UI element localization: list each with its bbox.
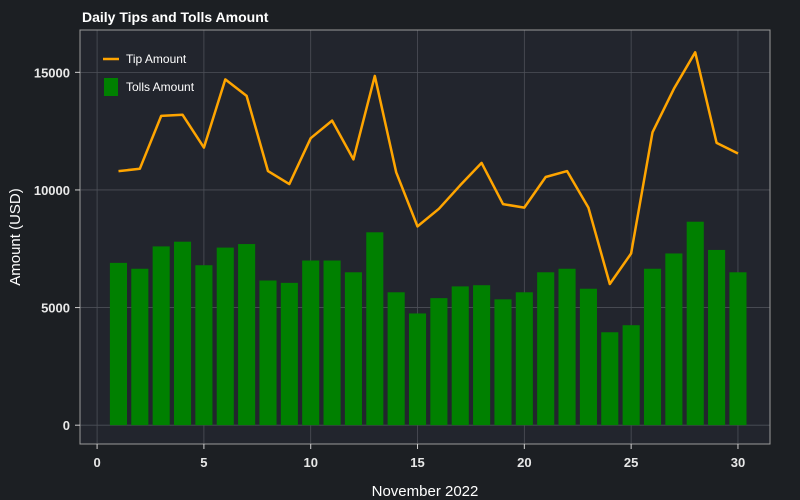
legend: Tip Amount Tolls Amount xyxy=(103,52,195,96)
tolls-bar xyxy=(601,332,619,426)
x-tick-label: 5 xyxy=(200,455,207,470)
tolls-bar xyxy=(622,325,640,426)
y-tick-label: 5000 xyxy=(41,301,70,316)
tolls-bar xyxy=(729,272,747,426)
tolls-bar xyxy=(665,253,683,426)
x-tick-label: 25 xyxy=(624,455,638,470)
tips-line-layer xyxy=(118,51,739,286)
tolls-bar xyxy=(643,268,662,426)
tolls-bar xyxy=(430,298,448,426)
tolls-bar xyxy=(259,280,277,426)
legend-tolls-label: Tolls Amount xyxy=(126,80,195,94)
tolls-bar xyxy=(238,244,256,426)
x-axis-label: November 2022 xyxy=(372,483,479,500)
tolls-bar xyxy=(494,299,512,426)
y-tick-label: 15000 xyxy=(34,65,70,80)
legend-tolls-swatch xyxy=(104,78,118,96)
tolls-bar xyxy=(131,268,149,426)
tolls-bar xyxy=(558,268,576,426)
tolls-bar xyxy=(451,286,469,426)
x-tick-label: 0 xyxy=(93,455,100,470)
tips-line xyxy=(118,51,739,286)
legend-tip-label: Tip Amount xyxy=(126,52,187,66)
tolls-bar xyxy=(708,249,726,426)
plot-frame xyxy=(79,29,771,445)
chart-title: Daily Tips and Tolls Amount xyxy=(82,9,269,25)
tolls-bar xyxy=(579,288,597,426)
y-tick-label: 0 xyxy=(63,418,70,433)
y-axis-label: Amount (USD) xyxy=(7,188,24,286)
tolls-bar xyxy=(344,272,362,426)
tolls-bars xyxy=(109,221,747,426)
tolls-bar xyxy=(152,246,170,426)
x-tick-label: 15 xyxy=(410,455,424,470)
tolls-bar xyxy=(280,282,298,426)
tolls-bar xyxy=(195,265,213,426)
tolls-bar xyxy=(109,262,127,426)
tolls-bar xyxy=(302,260,320,426)
tolls-bar xyxy=(686,221,704,426)
tolls-bar xyxy=(366,232,384,426)
x-tick-label: 20 xyxy=(517,455,531,470)
tolls-bar xyxy=(537,272,555,426)
tolls-bar xyxy=(323,260,341,426)
tolls-bar xyxy=(515,292,533,426)
tolls-bar xyxy=(173,241,192,426)
x-tick-label: 10 xyxy=(303,455,317,470)
tolls-bar xyxy=(216,247,234,426)
x-tick-label: 30 xyxy=(731,455,745,470)
y-tick-label: 10000 xyxy=(34,183,70,198)
tolls-bar xyxy=(408,313,427,426)
axis-ticks: 0 5 10 15 20 25 30 0 5000 10000 15000 xyxy=(34,65,745,470)
tolls-bar xyxy=(387,292,405,426)
tolls-bar xyxy=(473,285,491,426)
